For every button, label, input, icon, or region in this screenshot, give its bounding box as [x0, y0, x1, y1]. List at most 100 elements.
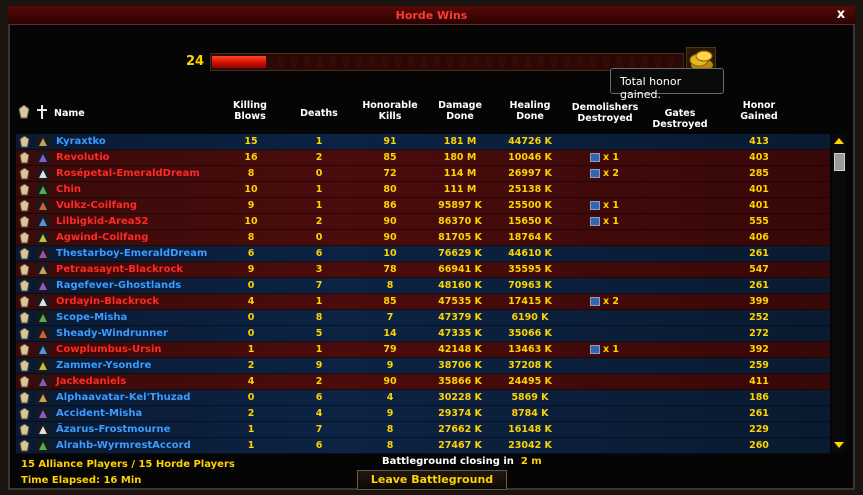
honor-gained-value: 401: [749, 200, 769, 211]
honorable-kills-value: 72: [383, 168, 397, 179]
damage-done-value: 114 M: [443, 168, 477, 179]
killing-blows-value: 0: [247, 328, 255, 339]
player-name[interactable]: Äzarus-Frostmourne: [56, 424, 171, 435]
demolisher-flag-icon: [590, 345, 600, 354]
honor-gained-value: 547: [749, 264, 769, 275]
demolishers-destroyed-value: x 1: [590, 216, 619, 227]
pvp-rank-icon: [19, 280, 30, 292]
table-row[interactable]: Revolutio 16 2 85 180 M 10046 K x 1 403: [16, 150, 830, 166]
deaths-value: 1: [315, 200, 323, 211]
damage-done-value: 30228 K: [438, 392, 482, 403]
table-row[interactable]: Accident-Misha 2 4 9 29374 K 8784 K 261: [16, 406, 830, 422]
player-name[interactable]: Agwind-Coilfang: [56, 232, 149, 243]
table-row[interactable]: Vulkz-Coilfang 9 1 86 95897 K 25500 K x 1 401: [16, 198, 830, 214]
deaths-value: 2: [315, 376, 323, 387]
deaths-value: 1: [315, 136, 323, 147]
col-honorable-kills[interactable]: Honorable Kills: [362, 100, 418, 122]
player-name[interactable]: Ordayin-Blackrock: [56, 296, 160, 307]
table-row[interactable]: Alphaavatar-Kel'Thuzad 0 6 4 30228 K 5869 K 18…: [16, 390, 830, 406]
table-row[interactable]: Äzarus-Frostmourne 1 7 8 27662 K 16148 K 229: [16, 422, 830, 438]
healing-done-value: 35066 K: [508, 328, 552, 339]
player-name[interactable]: Petraasaynt-Blackrock: [56, 264, 184, 275]
table-row[interactable]: Rosépetal-EmeraldDream 8 0 72 114 M 26997 K x …: [16, 166, 830, 182]
class-icon: [37, 392, 49, 404]
table-row[interactable]: Chin 10 1 80 111 M 25138 K 401: [16, 182, 830, 198]
player-name[interactable]: Cowplumbus-Ursin: [56, 344, 162, 355]
class-icon: [37, 248, 49, 260]
damage-done-value: 181 M: [443, 136, 477, 147]
player-name[interactable]: Scope-Misha: [56, 312, 128, 323]
honorable-kills-value: 14: [383, 328, 397, 339]
rank-header-icon[interactable]: [18, 105, 30, 119]
honorable-kills-value: 7: [386, 312, 394, 323]
pvp-rank-icon: [19, 376, 30, 388]
player-name[interactable]: Alrahb-WyrmrestAccord: [56, 440, 191, 451]
player-name[interactable]: Revolutio: [56, 152, 110, 163]
close-button[interactable]: x: [836, 7, 846, 22]
table-row[interactable]: Ordayin-Blackrock 4 1 85 47535 K 17415 K x 2 39…: [16, 294, 830, 310]
scroll-down-arrow-icon[interactable]: [834, 442, 844, 448]
table-row[interactable]: Ragefever-Ghostlands 0 7 8 48160 K 70963 K 261: [16, 278, 830, 294]
player-name[interactable]: Vulkz-Coilfang: [56, 200, 137, 211]
table-row[interactable]: Thestarboy-EmeraldDream 6 6 10 76629 K 44610 …: [16, 246, 830, 262]
leave-battleground-button[interactable]: Leave Battleground: [357, 470, 507, 490]
class-icon: [37, 360, 49, 372]
healing-done-value: 5869 K: [511, 392, 549, 403]
deaths-value: 1: [315, 184, 323, 195]
pvp-rank-icon: [19, 360, 30, 372]
deaths-value: 7: [315, 280, 323, 291]
pvp-rank-icon: [19, 392, 30, 404]
player-name[interactable]: Jackedaniels: [56, 376, 127, 387]
honorable-kills-value: 9: [386, 360, 394, 371]
class-icon: [37, 136, 49, 148]
table-row[interactable]: Scope-Misha 0 8 7 47379 K 6190 K 252: [16, 310, 830, 326]
healing-done-value: 6190 K: [511, 312, 549, 323]
table-row[interactable]: Zammer-Ysondre 2 9 9 38706 K 37208 K 259: [16, 358, 830, 374]
col-damage-done[interactable]: Damage Done: [438, 100, 482, 122]
table-row[interactable]: Agwind-Coilfang 8 0 90 81705 K 18764 K 406: [16, 230, 830, 246]
player-name[interactable]: Zammer-Ysondre: [56, 360, 152, 371]
class-icon: [37, 280, 49, 292]
col-killing-blows[interactable]: Killing Blows: [233, 100, 267, 122]
healing-done-value: 16148 K: [508, 424, 552, 435]
class-icon: [37, 200, 49, 212]
player-name[interactable]: Chin: [56, 184, 82, 195]
table-row[interactable]: Sheady-Windrunner 0 5 14 47335 K 35066 K 272: [16, 326, 830, 342]
col-name[interactable]: Name: [54, 108, 85, 119]
scoreboard-rows: Kyraxtko 15 1 91 181 M 44726 K 413 Revolutio 16 2…: [16, 134, 830, 454]
player-name[interactable]: Lilbigkid-Area52: [56, 216, 149, 227]
class-icon: [37, 168, 49, 180]
table-row[interactable]: Alrahb-WyrmrestAccord 1 6 8 27467 K 23042 K 26…: [16, 438, 830, 454]
killing-blows-value: 9: [247, 264, 255, 275]
table-row[interactable]: Cowplumbus-Ursin 1 1 79 42148 K 13463 K x 1 392: [16, 342, 830, 358]
player-name[interactable]: Alphaavatar-Kel'Thuzad: [56, 392, 191, 403]
scrollbar[interactable]: [832, 134, 846, 452]
table-row[interactable]: Jackedaniels 4 2 90 35866 K 24495 K 411: [16, 374, 830, 390]
scroll-up-arrow-icon[interactable]: [834, 138, 844, 144]
player-name[interactable]: Sheady-Windrunner: [56, 328, 168, 339]
scroll-thumb[interactable]: [834, 153, 845, 171]
col-demolishers-destroyed[interactable]: Demolishers Destroyed: [571, 102, 639, 124]
player-name[interactable]: Rosépetal-EmeraldDream: [56, 168, 200, 179]
player-name[interactable]: Ragefever-Ghostlands: [56, 280, 182, 291]
col-deaths[interactable]: Deaths: [300, 108, 338, 119]
title-bar: Horde Wins x: [8, 6, 855, 25]
demolisher-flag-icon: [590, 169, 600, 178]
player-name[interactable]: Thestarboy-EmeraldDream: [56, 248, 208, 259]
damage-done-value: 180 M: [443, 152, 477, 163]
table-row[interactable]: Petraasaynt-Blackrock 9 3 78 66941 K 35595 K 5…: [16, 262, 830, 278]
class-icon: [37, 312, 49, 324]
pvp-rank-icon: [19, 168, 30, 180]
col-healing-done[interactable]: Healing Done: [509, 100, 551, 122]
class-header-icon[interactable]: [36, 105, 48, 119]
killing-blows-value: 2: [247, 408, 255, 419]
player-name[interactable]: Kyraxtko: [56, 136, 106, 147]
table-row[interactable]: Lilbigkid-Area52 10 2 90 86370 K 15650 K x 1 55…: [16, 214, 830, 230]
damage-done-value: 38706 K: [438, 360, 482, 371]
col-honor-gained[interactable]: Honor Gained: [740, 100, 778, 122]
col-gates-destroyed[interactable]: Gates Destroyed: [652, 108, 708, 130]
table-row[interactable]: Kyraxtko 15 1 91 181 M 44726 K 413: [16, 134, 830, 150]
player-name[interactable]: Accident-Misha: [56, 408, 143, 419]
honor-gained-value: 285: [749, 168, 769, 179]
honor-gained-value: 413: [749, 136, 769, 147]
